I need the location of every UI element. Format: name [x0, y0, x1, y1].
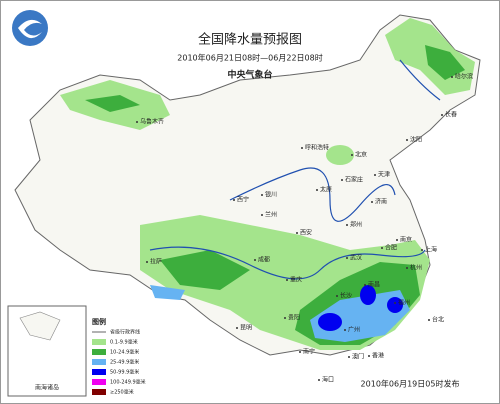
agency: 中央气象台 — [227, 69, 272, 81]
city-dot — [344, 329, 346, 331]
legend-label: 10-24.9毫米 — [110, 349, 139, 356]
footer: 2010年06月19日05时发布 — [361, 379, 460, 389]
city-dot — [284, 317, 286, 319]
city-label: 哈尔滨 — [455, 73, 473, 81]
city-dot — [374, 174, 376, 176]
title: 全国降水量预报图 — [198, 32, 302, 48]
city-label: 贵阳 — [288, 314, 300, 322]
city-label: 重庆 — [290, 276, 302, 284]
city-dot — [261, 214, 263, 216]
city-dot — [396, 239, 398, 241]
city-dot — [406, 139, 408, 141]
city-dot — [236, 327, 238, 329]
city-dot — [136, 121, 138, 123]
city-dot — [451, 76, 453, 78]
city-dot — [301, 147, 303, 149]
city-dot — [381, 247, 383, 249]
city-label: 石家庄 — [345, 176, 363, 184]
legend: 图例 省级行政界线 0.1-9.9毫米 10-24.9毫米 25-49.9毫米 50-9… — [92, 317, 146, 396]
legend-label: 100-249.9毫米 — [110, 379, 146, 386]
city-label: 拉萨 — [150, 258, 162, 266]
legend-swatch — [92, 389, 106, 395]
inset-label: 南海诸岛 — [35, 384, 59, 392]
city-label: 合肥 — [385, 244, 397, 252]
city-label: 兰州 — [265, 211, 277, 219]
city-label: 太原 — [320, 186, 332, 194]
city-label: 福州 — [398, 299, 410, 307]
city-label: 北京 — [355, 151, 367, 159]
legend-label: 50-99.9毫米 — [110, 369, 139, 376]
city-dot — [316, 189, 318, 191]
city-dot — [299, 351, 301, 353]
city-label: 武汉 — [350, 254, 362, 262]
city-label: 海口 — [322, 376, 334, 384]
city-dot — [341, 179, 343, 181]
city-label: 台北 — [432, 316, 444, 324]
city-label: 长春 — [445, 111, 457, 119]
rivers — [149, 59, 441, 280]
city-label: 南京 — [400, 236, 412, 244]
city-label: 成都 — [258, 256, 270, 264]
city-dot — [146, 261, 148, 263]
legend-label: 省级行政界线 — [110, 329, 140, 336]
city-label: 天津 — [378, 172, 390, 179]
legend-swatch — [92, 349, 106, 355]
legend-swatch — [92, 379, 106, 385]
city-label: 呼和浩特 — [305, 144, 329, 152]
city-dot — [346, 257, 348, 259]
city-dot — [428, 319, 430, 321]
city-label: 南宁 — [303, 348, 315, 356]
legend-label: ≥250毫米 — [110, 389, 134, 396]
city-dot — [261, 194, 263, 196]
city-dot — [406, 267, 408, 269]
legend-label: 25-49.9毫米 — [110, 359, 139, 366]
period: 2010年06月21日08时—06月22日08时 — [177, 53, 322, 63]
city-label: 昆明 — [240, 325, 252, 332]
city-dot — [371, 201, 373, 203]
city-dot — [364, 284, 366, 286]
legend-swatch — [92, 369, 106, 375]
city-dot — [318, 379, 320, 381]
city-dot — [254, 259, 256, 261]
city-label: 沈阳 — [410, 136, 422, 144]
city-label: 西安 — [300, 229, 312, 237]
city-dot — [421, 249, 423, 251]
city-dot — [233, 199, 235, 201]
legend-title: 图例 — [92, 317, 106, 326]
city-dot — [368, 355, 370, 357]
logo — [12, 10, 48, 46]
legend-label: 0.1-9.9毫米 — [110, 339, 138, 346]
city-label: 郑州 — [350, 221, 362, 229]
inset: 南海诸岛 — [7, 305, 87, 397]
city-label: 澳门 — [352, 353, 364, 361]
legend-swatch — [92, 339, 106, 345]
legend-swatch — [92, 359, 106, 365]
city-dot — [394, 302, 396, 304]
city-dot — [296, 232, 298, 234]
city-label: 乌鲁木齐 — [140, 118, 164, 126]
city-label: 济南 — [375, 198, 387, 206]
city-label: 杭州 — [410, 264, 422, 272]
city-label: 上海 — [425, 246, 437, 254]
city-dot — [348, 356, 350, 358]
city-label: 长沙 — [340, 292, 352, 300]
city-dot — [351, 154, 353, 156]
city-label: 香港 — [372, 352, 384, 360]
city-dot — [286, 279, 288, 281]
city-label: 南昌 — [368, 281, 380, 289]
city-dot — [336, 295, 338, 297]
city-label: 西宁 — [237, 196, 249, 204]
city-dot — [441, 114, 443, 116]
rain-areas — [60, 18, 475, 350]
city-label: 银川 — [265, 191, 277, 199]
city-label: 广州 — [348, 326, 360, 334]
city-dot — [346, 224, 348, 226]
